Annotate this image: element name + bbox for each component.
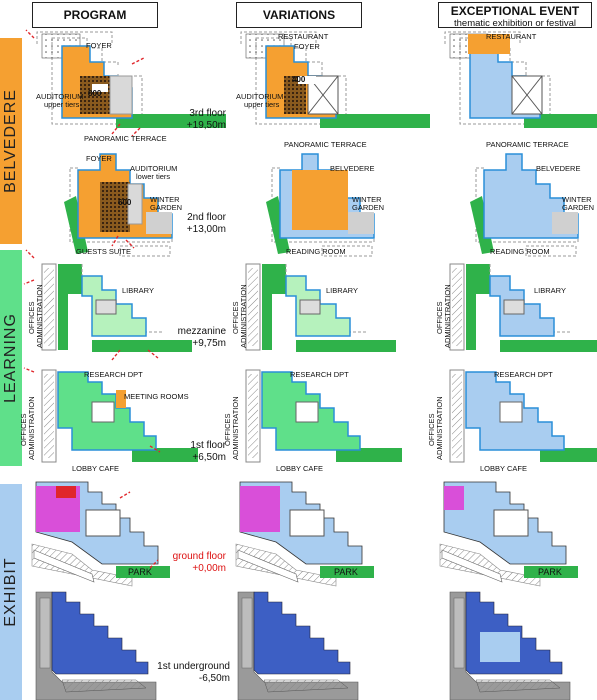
label-auditorium: AUDITORIUM: [36, 92, 84, 101]
floor-level: +0,00m: [192, 563, 226, 574]
band-belvedere: BELVEDERE: [0, 38, 22, 244]
floor-level: +9,75m: [192, 338, 226, 349]
column-title: EXCEPTIONAL EVENT: [450, 4, 580, 18]
label-belvedere: BELVEDERE: [536, 164, 581, 173]
label-library: LIBRARY: [534, 286, 566, 295]
floor-name: 3rd floor: [189, 108, 226, 119]
label-research-dpt: RESEARCH DPT: [84, 370, 143, 379]
column-title: PROGRAM: [63, 8, 127, 22]
floor-name: ground floor: [172, 551, 226, 562]
label-upper-tiers: upper tiers: [244, 100, 280, 109]
label-administration: ADMINISTRATION: [435, 396, 444, 460]
label-park: PARK: [538, 567, 562, 577]
label-lobby-cafe: LOBBY CAFE: [480, 464, 527, 473]
label-administration: ADMINISTRATION: [27, 396, 36, 460]
label-guests-suite: GUESTS SUITE: [76, 247, 132, 256]
floor-name: 1st floor: [190, 440, 226, 451]
label-winter: WINTER: [150, 195, 180, 204]
floor-level: +19,50m: [186, 120, 226, 131]
label-meeting-rooms: MEETING ROOMS: [124, 392, 189, 401]
label-reading-room: READING ROOM: [490, 247, 550, 256]
band-learning: LEARNING: [0, 250, 22, 466]
column-header-program: PROGRAM: [32, 2, 158, 28]
floor-name: 2nd floor: [187, 212, 226, 223]
label-seats: 400: [292, 75, 306, 84]
label-seats: 600: [118, 198, 132, 207]
label-park: PARK: [128, 567, 152, 577]
floor-level: -6,50m: [198, 673, 230, 684]
label-restaurant: RESTAURANT: [278, 32, 329, 41]
floor-level: +6,50m: [192, 452, 226, 463]
column-subtitle: thematic exhibition or festival: [454, 18, 576, 29]
label-park: PARK: [334, 567, 358, 577]
label-garden: GARDEN: [150, 203, 183, 212]
label-library: LIBRARY: [122, 286, 154, 295]
label-garden: GARDEN: [352, 203, 385, 212]
label-winter: WINTER: [562, 195, 592, 204]
label-foyer: FOYER: [86, 41, 112, 50]
label-research-dpt: RESEARCH DPT: [494, 370, 553, 379]
floor-name: 1st underground: [157, 661, 230, 672]
label-winter: WINTER: [352, 195, 382, 204]
label-auditorium: AUDITORIUM: [130, 164, 178, 173]
label-panoramic-terrace: PANORAMIC TERRACE: [84, 134, 167, 143]
label-administration: ADMINISTRATION: [231, 396, 240, 460]
label-lobby-cafe: LOBBY CAFE: [72, 464, 119, 473]
label-upper-tiers: upper tiers: [44, 100, 80, 109]
label-belvedere: BELVEDERE: [330, 164, 375, 173]
label-reading-room: READING ROOM: [286, 247, 346, 256]
label-seats: 800: [88, 89, 102, 98]
column-header-variations: VARIATIONS: [236, 2, 362, 28]
label-lower-tiers: lower tiers: [136, 172, 171, 181]
label-foyer: FOYER: [86, 154, 112, 163]
floor-level: +13,00m: [186, 224, 226, 235]
label-research-dpt: RESEARCH DPT: [290, 370, 349, 379]
label-administration: ADMINISTRATION: [239, 284, 248, 348]
floor-name: mezzanine: [177, 326, 226, 337]
label-panoramic-terrace: PANORAMIC TERRACE: [284, 140, 367, 149]
label-library: LIBRARY: [326, 286, 358, 295]
label-auditorium: AUDITORIUM: [236, 92, 284, 101]
label-garden: GARDEN: [562, 203, 595, 212]
label-foyer: FOYER: [294, 42, 320, 51]
label-restaurant: RESTAURANT: [486, 32, 537, 41]
label-lobby-cafe: LOBBY CAFE: [276, 464, 323, 473]
label-administration: ADMINISTRATION: [443, 284, 452, 348]
column-header-exceptional-event: EXCEPTIONAL EVENT thematic exhibition or…: [438, 2, 592, 29]
band-exhibit: EXHIBIT: [0, 484, 22, 700]
label-panoramic-terrace: PANORAMIC TERRACE: [486, 140, 569, 149]
column-title: VARIATIONS: [262, 8, 336, 22]
label-administration: ADMINISTRATION: [35, 284, 44, 348]
